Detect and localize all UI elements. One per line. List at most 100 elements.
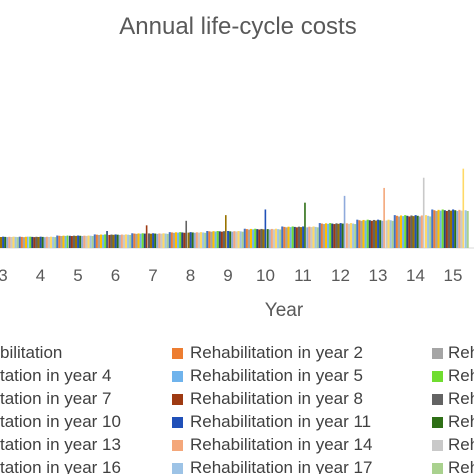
bar-year-5-series-3 [60, 236, 63, 248]
legend-swatch [172, 394, 183, 405]
bar-year-3-series-11 [2, 236, 5, 248]
bar-year-11-series-7 [293, 226, 296, 248]
bar-year-4-series-18 [54, 237, 57, 248]
bar-year-9-series-4 [212, 231, 215, 248]
bar-year-8-series-12 [191, 232, 194, 248]
bar-year-4-series-9 [35, 236, 38, 248]
bar-year-13-series-14 [383, 187, 385, 248]
bar-year-8-series-10 [187, 232, 190, 248]
bar-year-9-series-3 [210, 231, 213, 248]
bar-year-6-series-9 [110, 234, 113, 248]
bar-year-3-series-10 [0, 237, 3, 248]
bar-year-10-series-9 [260, 228, 263, 248]
bar-year-9-series-2 [208, 231, 211, 248]
x-tick-label: 3 [0, 266, 8, 285]
bar-year-7-series-9 [147, 233, 150, 248]
bar-year-3-series-15 [10, 237, 13, 248]
legend-label: tation in year 13 [0, 435, 121, 454]
x-axis-ticks: 3 4 5 6 7 8 9 10 11 12 13 14 15 [0, 266, 462, 285]
bar-year-15-series-14 [458, 209, 461, 248]
bar-year-15-series-1 [431, 209, 434, 248]
bar-year-13-series-9 [372, 219, 375, 248]
bar-year-5-series-8 [70, 236, 73, 248]
x-tick-label: 8 [186, 266, 195, 285]
bar-year-7-series-4 [137, 233, 140, 248]
bar-year-6-series-3 [97, 234, 100, 248]
legend-label: Reha [448, 412, 474, 431]
legend-label: Reha [448, 435, 474, 454]
bar-year-8-series-4 [175, 232, 178, 248]
bar-year-13-series-4 [362, 219, 365, 248]
bar-year-3-series-17 [14, 236, 17, 248]
bar-year-13-series-13 [381, 220, 384, 248]
bar-year-6-series-13 [118, 234, 121, 248]
bar-year-15-series-18 [466, 211, 469, 248]
bar-year-6-series-6 [104, 234, 107, 248]
bar-year-7-series-6 [141, 233, 144, 248]
bar-year-3-series-18 [16, 237, 19, 248]
x-tick-label: 10 [256, 266, 275, 285]
bar-year-10-series-14 [270, 228, 273, 248]
x-tick-label: 5 [73, 266, 82, 285]
legend-label: Reha [448, 366, 474, 385]
legend-swatch [172, 440, 183, 451]
bar-year-8-series-14 [195, 232, 198, 248]
bar-year-9-series-1 [206, 231, 209, 248]
bar-year-14-series-6 [404, 215, 407, 248]
bar-year-7-series-8 [145, 225, 148, 248]
bar-year-12-series-15 [347, 223, 350, 248]
bar-year-10-series-13 [268, 229, 271, 248]
legend-swatch [432, 417, 443, 428]
legend-swatch [432, 463, 443, 474]
bar-year-11-series-15 [310, 227, 313, 248]
x-tick-label: 13 [369, 266, 388, 285]
legend-label: Reha [448, 343, 474, 362]
bar-year-14-series-8 [408, 216, 411, 248]
bar-year-10-series-6 [254, 228, 257, 248]
bar-year-14-series-12 [416, 215, 419, 248]
bar-year-10-series-11 [264, 209, 267, 248]
bar-year-5-series-14 [83, 235, 86, 248]
bar-year-10-series-4 [250, 228, 253, 248]
bar-year-4-series-13 [43, 237, 46, 248]
bar-year-10-series-15 [272, 229, 275, 248]
bar-year-11-series-17 [314, 226, 317, 248]
bar-year-9-series-16 [237, 231, 240, 248]
x-tick-label: 11 [294, 266, 312, 285]
x-tick-label: 14 [406, 266, 425, 285]
bar-year-4-series-17 [52, 236, 55, 248]
bar-year-4-series-16 [50, 236, 53, 248]
legend-label: tation in year 7 [0, 389, 112, 408]
bar-year-8-series-16 [200, 232, 203, 248]
legend-label: bilitation [0, 343, 63, 362]
bar-year-11-series-18 [316, 227, 319, 248]
bar-year-10-series-3 [247, 229, 250, 248]
legend-label: Reha [448, 389, 474, 408]
bar-year-12-series-10 [337, 223, 340, 248]
bar-year-7-series-18 [166, 233, 169, 248]
bar-year-5-series-1 [56, 235, 59, 248]
bar-year-14-series-11 [414, 215, 417, 248]
bar-year-12-series-2 [320, 223, 323, 248]
bar-year-10-series-8 [258, 229, 261, 248]
bar-year-12-series-18 [354, 224, 357, 248]
bar-year-7-series-14 [158, 233, 161, 248]
bar-year-11-series-12 [304, 202, 306, 248]
bar-year-10-series-18 [279, 229, 282, 248]
bar-year-13-series-10 [375, 220, 378, 248]
bar-year-5-series-2 [58, 235, 61, 248]
bar-year-5-series-17 [89, 235, 92, 248]
bar-year-15-series-4 [437, 209, 440, 248]
bar-year-13-series-7 [368, 220, 371, 248]
bar-year-4-series-5 [27, 236, 29, 248]
bar-year-9-series-18 [241, 231, 244, 248]
bar-year-6-series-18 [129, 234, 132, 248]
chart-legend: bilitation Rehabilitation in year 2 Reha ta… [0, 342, 474, 474]
x-tick-label: 7 [148, 266, 157, 285]
chart-title: Annual life-cycle costs [119, 13, 356, 40]
x-axis-label: Year [265, 300, 304, 321]
bar-year-8-series-7 [181, 232, 184, 248]
bar-year-6-series-16 [125, 234, 128, 248]
